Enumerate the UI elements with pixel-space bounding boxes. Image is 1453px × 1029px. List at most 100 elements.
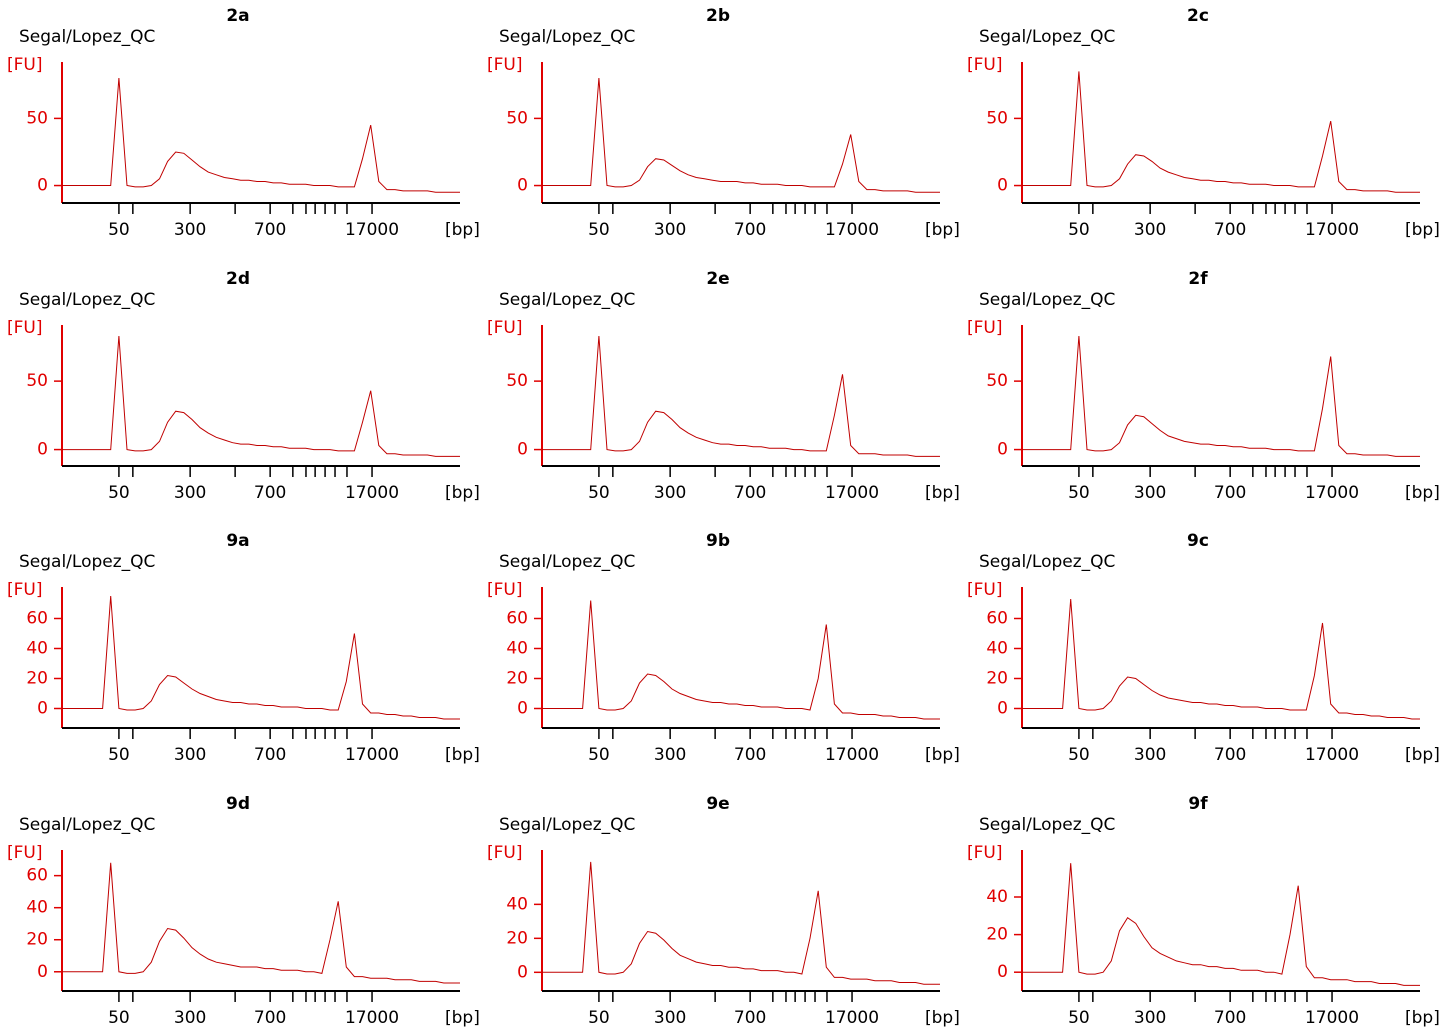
y-tick-label: 0 (517, 962, 528, 982)
chart-title: 2a (226, 6, 249, 26)
y-tick-label: 0 (517, 176, 528, 196)
subtitle: Segal/Lopez_QC (499, 27, 635, 47)
y-tick-label: 40 (26, 639, 48, 659)
x-tick-label: 17000 (1305, 483, 1359, 503)
y-axis-label: [FU] (967, 580, 1003, 600)
chart-title: 9c (1187, 531, 1209, 551)
trace (62, 78, 460, 193)
y-axis-label: [FU] (7, 580, 43, 600)
x-axis-label: [bp] (925, 220, 960, 240)
x-tick-label: 300 (174, 1008, 206, 1028)
chart-title: 9b (706, 531, 730, 551)
y-tick-label: 0 (37, 699, 48, 719)
y-tick-label: 50 (26, 371, 48, 391)
x-tick-label: 50 (588, 220, 610, 240)
x-tick-label: 700 (734, 745, 766, 765)
y-tick-label: 20 (506, 928, 528, 948)
x-tick-label: 50 (108, 220, 130, 240)
x-tick-label: 300 (654, 483, 686, 503)
x-axis-label: [bp] (925, 483, 960, 503)
y-tick-label: 20 (986, 925, 1008, 945)
subtitle: Segal/Lopez_QC (979, 815, 1115, 835)
chart-title: 9f (1188, 794, 1208, 814)
subtitle: Segal/Lopez_QC (979, 27, 1115, 47)
trace (542, 335, 940, 457)
y-tick-label: 20 (26, 930, 48, 950)
x-tick-label: 50 (588, 483, 610, 503)
x-tick-label: 700 (254, 745, 286, 765)
panel: 9a Segal/Lopez_QC [FU] [bp] 50 300 700 17000 0 20… (7, 531, 480, 765)
y-tick-label: 50 (506, 371, 528, 391)
trace (542, 78, 940, 193)
y-tick-label: 40 (986, 887, 1008, 907)
x-axis-label: [bp] (1405, 1008, 1440, 1028)
x-tick-label: 300 (1134, 483, 1166, 503)
y-axis-label: [FU] (487, 580, 523, 600)
y-axis-label: [FU] (7, 55, 43, 75)
x-tick-label: 17000 (825, 745, 879, 765)
trace (62, 862, 460, 984)
x-tick-label: 50 (108, 483, 130, 503)
trace (542, 600, 940, 720)
x-tick-label: 17000 (345, 1008, 399, 1028)
y-tick-label: 60 (506, 609, 528, 629)
y-axis-label: [FU] (487, 843, 523, 863)
subtitle: Segal/Lopez_QC (499, 290, 635, 310)
x-axis-label: [bp] (1405, 745, 1440, 765)
y-tick-label: 20 (986, 669, 1008, 689)
panel: 2c Segal/Lopez_QC [FU] [bp] 50 300 700 17000 0 50 (967, 6, 1440, 240)
y-tick-label: 60 (26, 866, 48, 886)
x-tick-label: 17000 (825, 483, 879, 503)
x-tick-label: 50 (1068, 1008, 1090, 1028)
subtitle: Segal/Lopez_QC (979, 290, 1115, 310)
subtitle: Segal/Lopez_QC (19, 552, 155, 572)
panel: 9c Segal/Lopez_QC [FU] [bp] 50 300 700 17000 0 20… (967, 531, 1440, 765)
x-tick-label: 50 (588, 745, 610, 765)
trace (542, 861, 940, 985)
y-tick-label: 60 (986, 609, 1008, 629)
trace (1022, 598, 1420, 720)
chart-title: 2e (706, 269, 729, 289)
y-tick-label: 20 (26, 669, 48, 689)
x-axis-label: [bp] (445, 220, 480, 240)
x-tick-label: 300 (174, 220, 206, 240)
x-tick-label: 17000 (345, 220, 399, 240)
x-tick-label: 700 (1214, 1008, 1246, 1028)
y-tick-label: 0 (517, 440, 528, 460)
y-tick-label: 40 (506, 639, 528, 659)
x-tick-label: 300 (174, 483, 206, 503)
x-tick-label: 50 (1068, 483, 1090, 503)
panel: 9e Segal/Lopez_QC [FU] [bp] 50 300 700 17000 0 20… (487, 794, 960, 1028)
y-tick-label: 40 (506, 894, 528, 914)
y-tick-label: 50 (26, 108, 48, 128)
x-axis-label: [bp] (445, 1008, 480, 1028)
panel: 2a Segal/Lopez_QC [FU] [bp] 50 300 700 17000 0 50 (7, 6, 480, 240)
x-tick-label: 700 (734, 483, 766, 503)
y-axis-label: [FU] (7, 318, 43, 338)
x-tick-label: 17000 (825, 1008, 879, 1028)
trace (1022, 863, 1420, 986)
panel: 2f Segal/Lopez_QC [FU] [bp] 50 300 700 17000 0 50 (967, 269, 1440, 503)
y-axis-label: [FU] (967, 843, 1003, 863)
x-tick-label: 300 (654, 1008, 686, 1028)
x-tick-label: 50 (588, 1008, 610, 1028)
x-tick-label: 700 (1214, 483, 1246, 503)
panel: 2b Segal/Lopez_QC [FU] [bp] 50 300 700 17000 0 50 (487, 6, 960, 240)
subtitle: Segal/Lopez_QC (19, 290, 155, 310)
x-tick-label: 50 (1068, 745, 1090, 765)
x-tick-label: 700 (254, 1008, 286, 1028)
x-tick-label: 300 (654, 745, 686, 765)
x-axis-label: [bp] (1405, 220, 1440, 240)
chart-title: 2b (706, 6, 730, 26)
y-tick-label: 50 (506, 108, 528, 128)
chart-title: 9e (706, 794, 729, 814)
x-tick-label: 17000 (345, 745, 399, 765)
y-axis-label: [FU] (487, 55, 523, 75)
x-tick-label: 17000 (1305, 745, 1359, 765)
y-tick-label: 40 (986, 639, 1008, 659)
x-tick-label: 17000 (825, 220, 879, 240)
y-tick-label: 0 (517, 699, 528, 719)
x-tick-label: 700 (254, 220, 286, 240)
trace (62, 595, 460, 720)
